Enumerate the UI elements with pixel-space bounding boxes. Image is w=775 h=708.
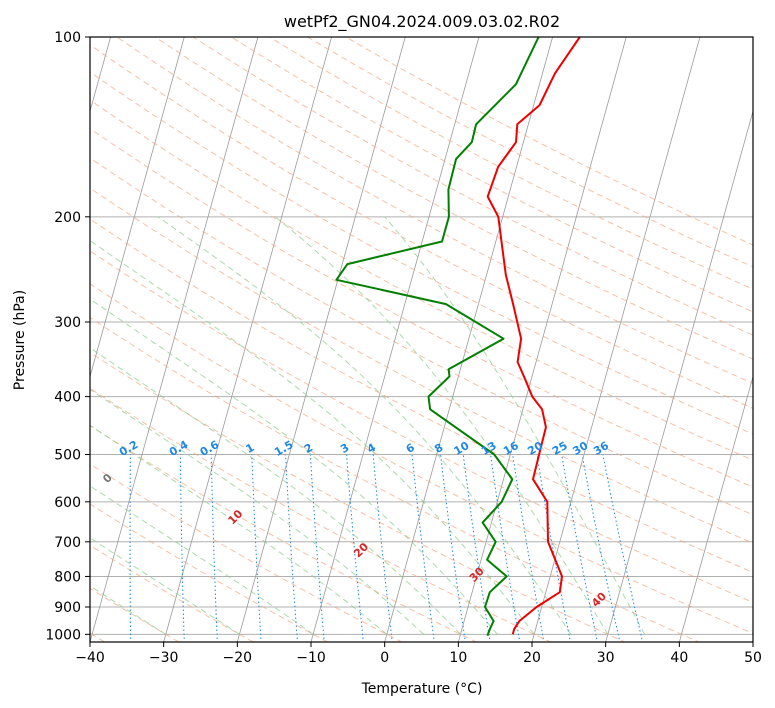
mixing-ratio-line	[129, 454, 132, 642]
isotherm-line	[163, 37, 332, 642]
y-tick-label: 900	[54, 600, 81, 616]
isotherm-line	[531, 37, 701, 642]
mixing-ratio-line	[285, 454, 299, 642]
y-tick-label: 400	[54, 390, 81, 406]
dry-adiabat-line	[90, 587, 180, 642]
y-tick-label: 500	[54, 448, 81, 464]
mixing-ratio-line	[602, 454, 644, 642]
dry-adiabat-line	[192, 37, 753, 336]
mixing-ratio-line	[179, 454, 185, 642]
dry-adiabat-line	[90, 187, 753, 544]
dry-adiabat-line	[90, 424, 478, 642]
moist-adiabat-line	[90, 347, 461, 635]
x-tick-label: −20	[223, 650, 253, 666]
y-tick-label: 600	[54, 495, 81, 511]
dewpoint-profile-line	[335, 37, 540, 636]
dry-adiabat-line	[90, 544, 255, 642]
dry-adiabat-line	[90, 44, 753, 409]
mixing-ratio-line	[309, 454, 325, 642]
mixing-ratio-line	[210, 454, 218, 642]
moist-adiabat-line	[384, 216, 646, 635]
x-tick-label: 30	[597, 650, 615, 666]
x-tick-label: 0	[380, 650, 389, 666]
plot-frame	[89, 36, 754, 643]
y-tick-label: 100	[54, 30, 81, 46]
mixing-ratio-line	[462, 454, 491, 642]
dry-adiabat-line	[90, 157, 753, 516]
background-lines	[90, 37, 753, 642]
dry-adiabat-line	[90, 250, 753, 604]
mixing-ratio-line	[251, 454, 262, 642]
temperature-profile-line	[486, 37, 581, 635]
moist-adiabat-line	[157, 216, 572, 635]
x-tick-label: −10	[296, 650, 326, 666]
plot-background	[90, 37, 753, 642]
x-tick-label: −40	[75, 650, 105, 666]
y-axis-label: Pressure (hPa)	[12, 290, 28, 390]
isotherm-line	[605, 109, 753, 642]
moist-adiabat-line	[90, 298, 498, 635]
x-tick-label: −30	[149, 650, 179, 666]
dry-adiabat-line	[90, 463, 403, 642]
isotherm-line	[384, 37, 553, 642]
dry-adiabat-line	[90, 71, 753, 435]
mixing-ratio-line	[490, 454, 521, 642]
axis-ticks: −40 −30 −20 −10 0 10 20 30 40 50 100 200 300 400 500 60…	[45, 30, 762, 666]
mixing-ratio-line	[346, 454, 364, 642]
dry-adiabat-line	[90, 316, 701, 642]
y-tick-label: 1000	[45, 627, 81, 643]
isotherm-line	[678, 375, 753, 642]
moist-adiabat-line	[90, 239, 535, 635]
x-tick-label: 20	[523, 650, 541, 666]
mixing-ratio-line	[561, 454, 598, 642]
moist-adiabat-line	[274, 216, 609, 635]
dry-adiabat-line	[90, 218, 753, 573]
x-tick-label: 50	[744, 650, 762, 666]
y-tick-label: 700	[54, 535, 81, 551]
moist-adiabat-line	[90, 424, 388, 635]
isotherm-line	[90, 37, 259, 642]
y-tick-label: 300	[54, 315, 81, 331]
isotherm-line	[752, 640, 753, 642]
y-tick-label: 200	[54, 210, 81, 226]
sounding-profiles	[335, 37, 581, 636]
dry-adiabat-line	[154, 37, 753, 360]
y-tick-label: 800	[54, 569, 81, 585]
dry-adiabat-line	[90, 283, 753, 634]
isotherm-line	[90, 37, 185, 379]
x-axis-label: Temperature (°C)	[361, 681, 483, 697]
dry-adiabat-line	[90, 387, 552, 642]
dry-adiabat-line	[90, 351, 626, 642]
isotherm-line	[236, 37, 406, 642]
isotherm-line	[457, 37, 627, 642]
mixing-ratio-line	[536, 454, 571, 642]
x-tick-label: 40	[670, 650, 688, 666]
chart-title: wetPf2_GN04.2024.009.03.02.R02	[284, 12, 560, 32]
moist-adiabat-line	[90, 388, 424, 635]
mixing-ratio-line	[440, 454, 466, 642]
moist-adiabat-line	[90, 485, 314, 635]
x-tick-label: 10	[449, 650, 467, 666]
mixing-ratio-line	[512, 454, 545, 642]
dry-adiabat-line	[269, 37, 753, 290]
mixing-ratio-line	[581, 454, 621, 642]
